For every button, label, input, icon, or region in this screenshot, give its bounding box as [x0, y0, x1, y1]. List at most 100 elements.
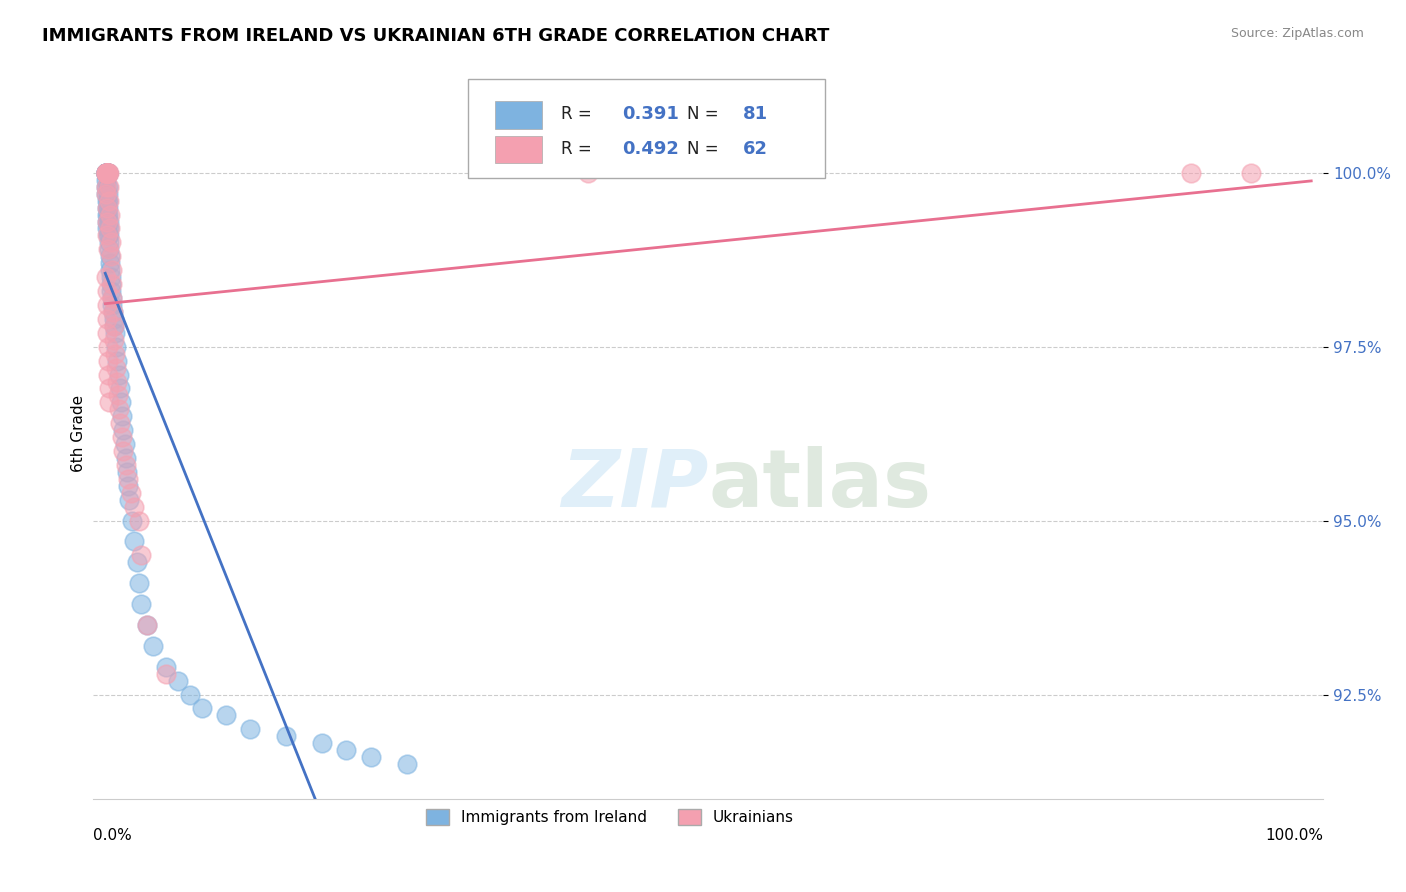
FancyBboxPatch shape — [468, 79, 825, 178]
Point — [96, 166, 118, 180]
Point — [360, 750, 382, 764]
Point — [98, 263, 121, 277]
Point — [97, 353, 120, 368]
Point — [96, 201, 118, 215]
Point — [128, 514, 150, 528]
Point — [97, 166, 120, 180]
Point — [96, 166, 118, 180]
Point — [97, 368, 120, 382]
Point — [96, 214, 118, 228]
Point — [103, 318, 125, 333]
Point — [96, 166, 118, 180]
Point — [118, 492, 141, 507]
Point — [94, 166, 117, 180]
Point — [96, 166, 118, 180]
Text: R =: R = — [561, 140, 592, 158]
Point — [101, 305, 124, 319]
Point — [97, 194, 120, 208]
Point — [96, 214, 118, 228]
Point — [101, 277, 124, 292]
Point — [104, 347, 127, 361]
Point — [96, 284, 118, 298]
Point — [142, 639, 165, 653]
Point — [114, 450, 136, 465]
Point — [100, 277, 122, 292]
Point — [131, 597, 153, 611]
Point — [97, 201, 120, 215]
Point — [96, 166, 118, 180]
Point — [94, 166, 117, 180]
Point — [98, 208, 121, 222]
Point — [104, 360, 127, 375]
Point — [105, 375, 128, 389]
Point — [97, 214, 120, 228]
Point — [96, 312, 118, 326]
Point — [96, 173, 118, 187]
Point — [122, 534, 145, 549]
Point — [100, 263, 122, 277]
Point — [96, 221, 118, 235]
Point — [155, 659, 177, 673]
Point — [96, 166, 118, 180]
Text: 62: 62 — [742, 140, 768, 158]
Point — [96, 298, 118, 312]
Text: atlas: atlas — [709, 446, 931, 524]
Text: 0.391: 0.391 — [621, 104, 679, 123]
Point — [112, 444, 135, 458]
Point — [101, 305, 124, 319]
Point — [107, 388, 129, 402]
Point — [97, 166, 120, 180]
Point — [117, 472, 139, 486]
Point — [110, 416, 132, 430]
Text: N =: N = — [688, 104, 718, 123]
Point — [96, 186, 118, 201]
Point — [100, 235, 122, 250]
Point — [335, 743, 357, 757]
Point — [100, 270, 122, 285]
Point — [136, 618, 159, 632]
Point — [101, 291, 124, 305]
Point — [96, 243, 118, 257]
Point — [239, 723, 262, 737]
Bar — [495, 136, 543, 163]
Y-axis label: 6th Grade: 6th Grade — [72, 395, 86, 472]
Point — [110, 430, 132, 444]
Point — [114, 437, 136, 451]
Text: IMMIGRANTS FROM IRELAND VS UKRAINIAN 6TH GRADE CORRELATION CHART: IMMIGRANTS FROM IRELAND VS UKRAINIAN 6TH… — [42, 27, 830, 45]
Text: R =: R = — [561, 104, 592, 123]
Point — [94, 166, 117, 180]
Point — [96, 166, 118, 180]
Point — [276, 729, 298, 743]
Point — [105, 340, 128, 354]
Point — [103, 318, 125, 333]
Bar — [495, 102, 543, 129]
Point — [100, 249, 122, 263]
Point — [115, 465, 138, 479]
Point — [311, 736, 333, 750]
Point — [101, 291, 124, 305]
Point — [111, 409, 134, 424]
Point — [96, 201, 118, 215]
Point — [104, 326, 127, 340]
Point — [97, 179, 120, 194]
Point — [96, 179, 118, 194]
Point — [96, 166, 118, 180]
Point — [576, 166, 599, 180]
Point — [1180, 166, 1202, 180]
Point — [97, 166, 120, 180]
Point — [136, 618, 159, 632]
Point — [101, 298, 124, 312]
Text: 100.0%: 100.0% — [1265, 828, 1323, 843]
Point — [94, 166, 117, 180]
Point — [117, 479, 139, 493]
Point — [96, 166, 118, 180]
Point — [97, 340, 120, 354]
Text: N =: N = — [688, 140, 718, 158]
Point — [98, 221, 121, 235]
Point — [110, 395, 132, 409]
Point — [96, 166, 118, 180]
Text: Source: ZipAtlas.com: Source: ZipAtlas.com — [1230, 27, 1364, 40]
Point — [215, 708, 238, 723]
Point — [96, 228, 118, 243]
Point — [96, 186, 118, 201]
